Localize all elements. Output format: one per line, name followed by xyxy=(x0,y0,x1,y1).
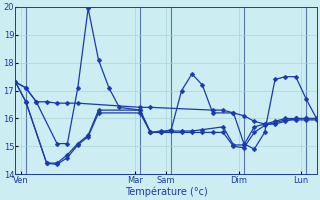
X-axis label: Température (°c): Température (°c) xyxy=(124,186,207,197)
